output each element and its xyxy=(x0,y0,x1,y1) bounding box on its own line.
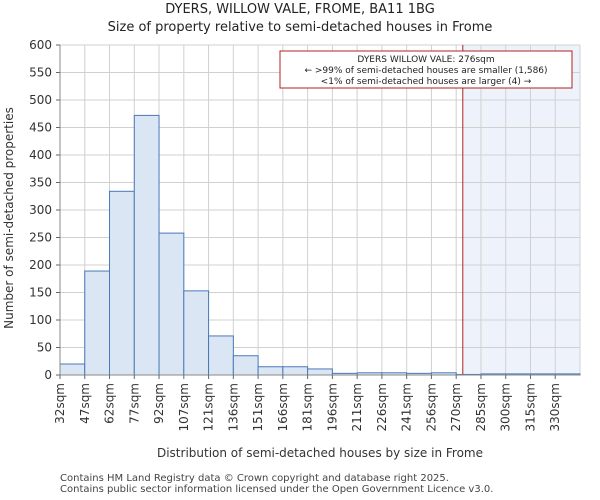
x-tick-label: 166sqm xyxy=(276,383,290,431)
annotation-line-1: DYERS WILLOW VALE: 276sqm xyxy=(357,55,494,65)
y-tick-label: 600 xyxy=(29,38,52,52)
x-tick-label: 151sqm xyxy=(251,383,265,431)
bar-32sqm xyxy=(59,363,86,376)
axis-layer: 0 50 100 150 200 250 300 350 400 450 500 550 600 32sq… xyxy=(29,38,580,431)
bar-47sqm xyxy=(84,270,111,376)
x-tick-label: 136sqm xyxy=(226,383,240,431)
x-tick-label: 330sqm xyxy=(548,383,562,431)
x-tick-label: 300sqm xyxy=(499,383,513,431)
x-tick-label: 181sqm xyxy=(301,383,315,431)
annotation-box: DYERS WILLOW VALE: 276sqm ← >99% of semi… xyxy=(279,50,573,89)
bar-77sqm xyxy=(133,114,160,376)
annotation-line-2: ← >99% of semi-detached houses are small… xyxy=(304,66,547,76)
x-tick-label: 92sqm xyxy=(152,383,166,424)
x-tick-label: 256sqm xyxy=(424,383,438,431)
x-tick-label: 121sqm xyxy=(202,383,216,431)
x-tick-label: 196sqm xyxy=(325,383,339,431)
x-tick-label: 62sqm xyxy=(103,383,117,424)
x-tick-label: 47sqm xyxy=(78,383,92,424)
bar-107sqm xyxy=(183,290,210,376)
x-tick-label: 211sqm xyxy=(350,383,364,431)
bar-181sqm xyxy=(307,368,333,376)
x-tick-label: 226sqm xyxy=(375,383,389,431)
chart-subtitle: Size of property relative to semi-detach… xyxy=(107,20,493,35)
bar-136sqm xyxy=(232,355,259,376)
y-tick-label: 450 xyxy=(29,121,52,135)
y-tick-label: 200 xyxy=(29,258,52,272)
x-tick-label: 32sqm xyxy=(53,383,67,424)
footer-line-1: Contains HM Land Registry data © Crown c… xyxy=(60,473,449,484)
x-tick-label: 107sqm xyxy=(177,383,191,431)
y-tick-label: 500 xyxy=(29,93,52,107)
y-tick-label: 550 xyxy=(29,66,52,80)
y-tick-label: 0 xyxy=(44,368,52,382)
bar-151sqm xyxy=(257,366,284,376)
y-axis-label: Number of semi-detached properties xyxy=(2,107,16,329)
x-tick-label: 285sqm xyxy=(474,383,488,431)
x-tick-label: 241sqm xyxy=(400,383,414,431)
chart-title: DYERS, WILLOW VALE, FROME, BA11 1BG xyxy=(165,2,435,17)
y-tick-label: 400 xyxy=(29,148,52,162)
y-tick-label: 300 xyxy=(29,203,52,217)
x-axis-label: Distribution of semi-detached houses by … xyxy=(157,446,483,460)
annotation-border xyxy=(279,50,573,89)
x-tick-label: 315sqm xyxy=(523,383,537,431)
bar-121sqm xyxy=(208,335,234,376)
y-tick-label: 350 xyxy=(29,176,52,190)
y-tick-label: 150 xyxy=(29,286,52,300)
x-tick-label: 77sqm xyxy=(127,383,141,424)
bar-166sqm xyxy=(282,366,309,376)
y-tick-label: 50 xyxy=(37,341,52,355)
y-tick-label: 100 xyxy=(29,313,52,327)
x-tick-label: 270sqm xyxy=(449,383,463,431)
bar-62sqm xyxy=(109,190,135,376)
bar-92sqm xyxy=(158,232,185,376)
footer-line-2: Contains public sector information licen… xyxy=(60,484,494,495)
annotation-line-3: <1% of semi-detached houses are larger (… xyxy=(321,77,532,87)
y-tick-label: 250 xyxy=(29,231,52,245)
